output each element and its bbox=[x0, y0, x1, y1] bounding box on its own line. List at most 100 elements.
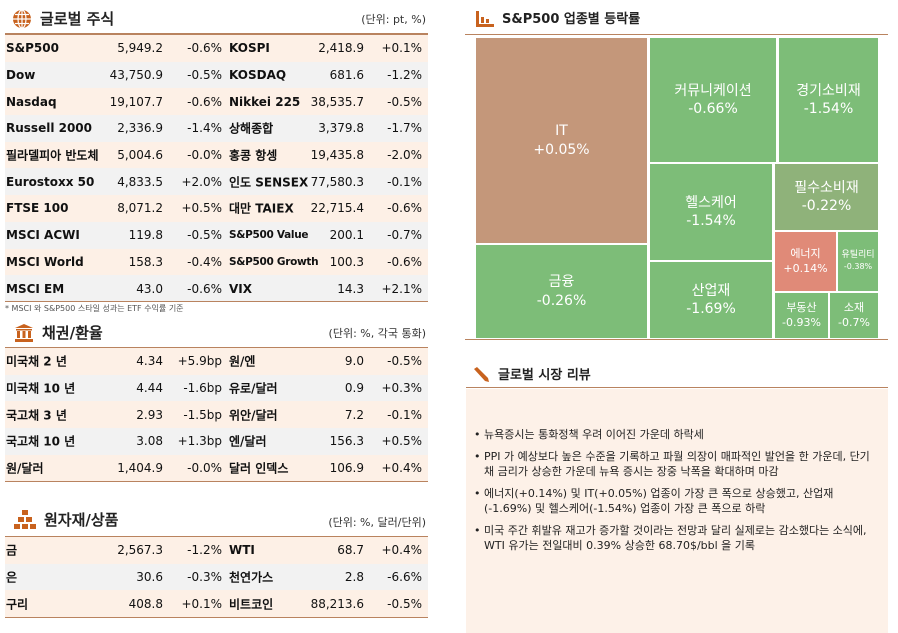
review-bullet: PPI 가 예상보다 높은 수준을 기록하고 파월 의장이 매파적인 발언을 한… bbox=[474, 449, 878, 480]
sector-name: 소재 bbox=[843, 301, 865, 315]
value-cell: 106.9 bbox=[329, 461, 364, 476]
sector-cell: 커뮤니케이션 -0.66% bbox=[649, 37, 777, 163]
value-cell: 408.8 bbox=[128, 596, 163, 611]
value-cell: 4.34 bbox=[136, 354, 163, 369]
name-cell: 원/달러 bbox=[6, 461, 44, 476]
sector-name: 유틸리티 bbox=[841, 250, 875, 261]
value-cell: 19,107.7 bbox=[109, 94, 163, 109]
name-cell: 금 bbox=[6, 543, 18, 558]
table-row: 구리 408.8 +0.1% 비트코인 88,213.6 -0.5% bbox=[5, 590, 428, 618]
change-cell: +0.1% bbox=[181, 596, 222, 611]
change-cell: -0.1% bbox=[387, 174, 422, 189]
table-row: Nasdaq 19,107.7 -0.6% Nikkei 225 38,535.7 -0.… bbox=[5, 88, 428, 116]
change-cell: +0.3% bbox=[381, 381, 422, 396]
value-cell: 19,435.8 bbox=[310, 148, 364, 163]
value-cell: 9.0 bbox=[344, 354, 364, 369]
sector-cell: 경기소비재 -1.54% bbox=[778, 37, 879, 163]
sector-name: 부동산 bbox=[786, 301, 817, 315]
value-cell: 100.3 bbox=[329, 254, 364, 269]
change-cell: +0.4% bbox=[381, 461, 422, 476]
change-cell: +1.3bp bbox=[177, 434, 222, 449]
table-row: Dow 43,750.9 -0.5% KOSDAQ 681.6 -1.2% bbox=[5, 61, 428, 89]
name-cell: FTSE 100 bbox=[6, 201, 69, 216]
name-cell: Eurostoxx 50 bbox=[6, 174, 95, 189]
change-cell: -2.0% bbox=[387, 148, 422, 163]
footnote: * MSCI 와 S&P500 스타일 성과는 ETF 수익률 기준 bbox=[5, 304, 184, 313]
change-cell: -0.5% bbox=[387, 94, 422, 109]
name-cell: 미국채 10 년 bbox=[6, 381, 76, 396]
change-cell: -0.0% bbox=[187, 148, 222, 163]
name-cell: Nikkei 225 bbox=[229, 94, 301, 109]
sector-treemap: IT +0.05% 금융 -0.26% 커뮤니케이션 -0.66% 경기소비재 -1.54% 헬… bbox=[475, 37, 879, 339]
name-cell: 원/엔 bbox=[229, 354, 256, 369]
pencil-icon bbox=[474, 366, 489, 382]
table-row: MSCI EM 43.0 -0.6% VIX 14.3 +2.1% bbox=[5, 275, 428, 302]
table-row: 금 2,567.3 -1.2% WTI 68.7 +0.4% bbox=[5, 537, 428, 564]
value-cell: 43,750.9 bbox=[109, 68, 163, 83]
sector-cell: 금융 -0.26% bbox=[475, 244, 648, 339]
table-row: 은 30.6 -0.3% 천연가스 2.8 -6.6% bbox=[5, 563, 428, 591]
sector-cell: 필수소비재 -0.22% bbox=[774, 163, 879, 231]
value-cell: 3.08 bbox=[136, 434, 163, 449]
change-cell: -0.5% bbox=[387, 354, 422, 369]
change-cell: -1.6bp bbox=[183, 381, 222, 396]
sector-change: -1.54% bbox=[686, 213, 736, 229]
sector-change: -1.54% bbox=[803, 101, 854, 117]
sector-name: IT bbox=[555, 123, 568, 140]
change-cell: -0.3% bbox=[187, 570, 222, 585]
table-row: 원/달러 1,404.9 -0.0% 달러 인덱스 106.9 +0.4% bbox=[5, 454, 428, 482]
bonds-header: 채권/환율 bbox=[14, 322, 103, 343]
change-cell: -0.6% bbox=[387, 201, 422, 216]
name-cell: 유로/달러 bbox=[229, 381, 278, 396]
section-title: 글로벌 주식 bbox=[40, 10, 115, 28]
table-row: Eurostoxx 50 4,833.5 +2.0% 인도 SENSEX 77,580.… bbox=[5, 168, 428, 196]
equities-table: S&P500 5,949.2 -0.6% KOSPI 2,418.9 +0.1% Dow 43… bbox=[5, 35, 428, 302]
sector-change: -0.38% bbox=[843, 262, 873, 272]
value-cell: 7.2 bbox=[344, 407, 364, 422]
sector-change: -0.7% bbox=[838, 315, 870, 329]
change-cell: -1.2% bbox=[387, 68, 422, 83]
name-cell: 대만 TAIEX bbox=[229, 201, 294, 216]
value-cell: 68.7 bbox=[337, 543, 364, 558]
name-cell: Russell 2000 bbox=[6, 121, 93, 136]
value-cell: 77,580.3 bbox=[310, 174, 364, 189]
change-cell: -0.6% bbox=[187, 41, 222, 56]
review-header: 글로벌 시장 리뷰 bbox=[472, 364, 591, 383]
review-bullet: 미국 주간 휘발유 재고가 증가할 것이라는 전망과 달리 실제로는 감소했다는… bbox=[474, 523, 878, 554]
name-cell: 달러 인덱스 bbox=[229, 461, 289, 476]
change-cell: -1.5bp bbox=[183, 407, 222, 422]
change-cell: +0.4% bbox=[381, 543, 422, 558]
value-cell: 681.6 bbox=[329, 68, 364, 83]
value-cell: 2,336.9 bbox=[117, 121, 163, 136]
review-box: 뉴욕증시는 통화정책 우려 이어진 가운데 하락세 PPI 가 예상보다 높은 수… bbox=[466, 389, 888, 633]
name-cell: MSCI World bbox=[6, 254, 84, 269]
table-row: 미국채 10 년 4.44 -1.6bp 유로/달러 0.9 +0.3% bbox=[5, 374, 428, 402]
name-cell: 상해종합 bbox=[229, 121, 274, 136]
table-row: Russell 2000 2,336.9 -1.4% 상해종합 3,379.8 -1.7% bbox=[5, 115, 428, 142]
value-cell: 14.3 bbox=[337, 281, 364, 296]
value-cell: 4.44 bbox=[136, 381, 163, 396]
section-title: 채권/환율 bbox=[42, 324, 103, 342]
change-cell: -0.5% bbox=[187, 68, 222, 83]
sector-change: -0.26% bbox=[536, 292, 587, 309]
value-cell: 38,535.7 bbox=[310, 94, 364, 109]
value-cell: 22,715.4 bbox=[310, 201, 364, 216]
sector-name: 금융 bbox=[548, 274, 575, 291]
sector-change: +0.14% bbox=[783, 261, 828, 275]
name-cell: 인도 SENSEX bbox=[229, 175, 309, 190]
name-cell: 천연가스 bbox=[229, 570, 274, 585]
name-cell: KOSDAQ bbox=[229, 68, 287, 83]
sector-cell: IT +0.05% bbox=[475, 37, 648, 244]
value-cell: 30.6 bbox=[136, 570, 163, 585]
change-cell: +0.5% bbox=[181, 201, 222, 216]
table-row: 필라델피아 반도체 5,004.6 -0.0% 홍콩 항셍 19,435.8 -2.0% bbox=[5, 141, 428, 169]
bonds-table: 미국채 2 년 4.34 +5.9bp 원/엔 9.0 -0.5% 미국채 10 년 4.44… bbox=[5, 348, 428, 482]
sector-name: 필수소비재 bbox=[794, 179, 859, 196]
bar-chart-icon bbox=[476, 10, 494, 27]
table-row: MSCI ACWI 119.8 -0.5% S&P500 Value 200.1 -0.7… bbox=[5, 221, 428, 249]
value-cell: 2.8 bbox=[344, 570, 364, 585]
value-cell: 88,213.6 bbox=[310, 596, 364, 611]
sector-change: -1.69% bbox=[686, 301, 736, 317]
change-cell: +5.9bp bbox=[177, 354, 222, 369]
name-cell: S&P500 Growth bbox=[229, 255, 319, 268]
